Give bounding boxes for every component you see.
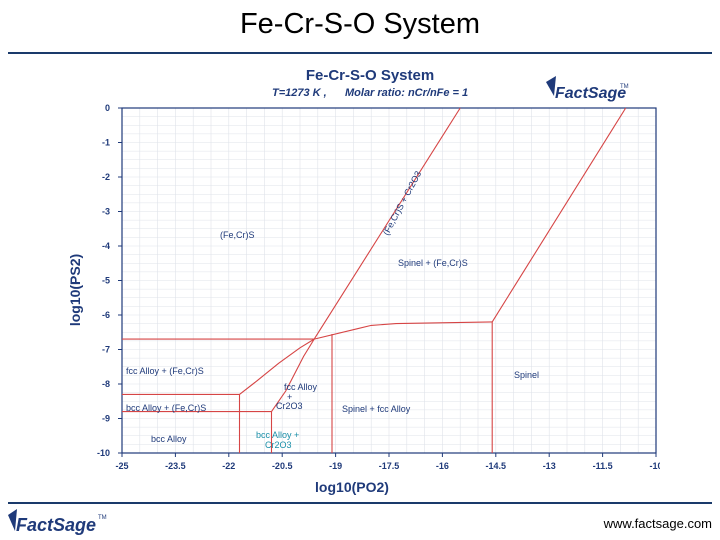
phase-boundary: [313, 107, 461, 340]
annotation-line2: Cr2O3: [265, 440, 292, 450]
x-tick-label: -13: [543, 461, 556, 471]
region-label: Spinel + fcc Alloy: [342, 404, 411, 414]
annotation-line1: bcc Alloy +: [256, 430, 299, 440]
y-tick-label: -10: [97, 448, 110, 458]
y-ticks: 0 -1 -2 -3 -4 -5 -6 -7 -8 -9 -10: [97, 103, 122, 458]
region-label: fcc Alloy: [284, 382, 318, 392]
x-tick-label: -17.5: [379, 461, 400, 471]
y-tick-label: -9: [102, 414, 110, 424]
phase-boundaries: [122, 107, 627, 453]
y-tick-label: -6: [102, 310, 110, 320]
region-label: bcc Alloy + (Fe,Cr)S: [126, 403, 206, 413]
y-tick-label: 0: [105, 103, 110, 113]
y-tick-label: -3: [102, 207, 110, 217]
x-tick-label: -23.5: [165, 461, 186, 471]
chart-title: Fe-Cr-S-O System: [306, 67, 434, 84]
phase-boundary: [271, 338, 315, 412]
y-tick-label: -1: [102, 138, 110, 148]
footer-logo-text: FactSage: [16, 515, 96, 535]
y-tick-label: -7: [102, 345, 110, 355]
y-tick-label: -4: [102, 241, 110, 251]
x-tick-label: -11.5: [593, 461, 613, 471]
phase-boundary: [239, 338, 315, 395]
region-label: fcc Alloy + (Fe,Cr)S: [126, 366, 204, 376]
phase-boundary: [314, 321, 493, 340]
y-tick-label: -5: [102, 276, 110, 286]
subtitle-temperature: T=1273 K ,: [272, 87, 327, 99]
footer-url[interactable]: www.factsage.com: [603, 516, 712, 531]
region-label: Spinel: [514, 370, 539, 380]
phase-boundary: [491, 107, 627, 323]
y-tick-label: -8: [102, 379, 110, 389]
y-axis-label: log10(PS2): [67, 254, 83, 326]
slide-title: Fe-Cr-S-O System: [239, 8, 481, 40]
x-ticks: -25 -23.5 -22 -20.5 -19 -17.5 -16 -14.5 -13 -11.5…: [115, 453, 660, 471]
x-tick-label: -22: [222, 461, 235, 471]
factsage-plot-logo: FactSage TM: [546, 76, 629, 102]
region-label: Cr2O3: [276, 401, 303, 411]
title-divider: [8, 52, 712, 54]
region-label: +: [287, 392, 292, 402]
region-label: bcc Alloy: [151, 434, 187, 444]
footer-divider: [8, 502, 712, 504]
x-tick-label: -10: [649, 461, 660, 471]
x-tick-label: -19: [329, 461, 342, 471]
plot-logo-mark: TM: [620, 84, 629, 90]
plot-logo-text: FactSage: [555, 85, 626, 102]
subtitle-molar-ratio: Molar ratio: nCr/nFe = 1: [345, 87, 468, 99]
x-tick-label: -20.5: [272, 461, 293, 471]
phase-diagram: Fe-Cr-S-O System T=1273 K , Molar ratio:…: [67, 67, 660, 495]
region-label: Spinel + (Fe,Cr)S: [398, 258, 468, 268]
grid: [121, 107, 657, 454]
y-tick-label: -2: [102, 172, 110, 182]
factsage-footer-logo: FactSage TM: [8, 509, 107, 535]
footer-logo-mark: TM: [98, 515, 107, 521]
x-tick-label: -14.5: [486, 461, 507, 471]
x-axis-label: log10(PO2): [315, 479, 389, 495]
x-tick-label: -16: [436, 461, 449, 471]
region-label: (Fe,Cr)S: [220, 230, 255, 240]
x-tick-label: -25: [115, 461, 128, 471]
